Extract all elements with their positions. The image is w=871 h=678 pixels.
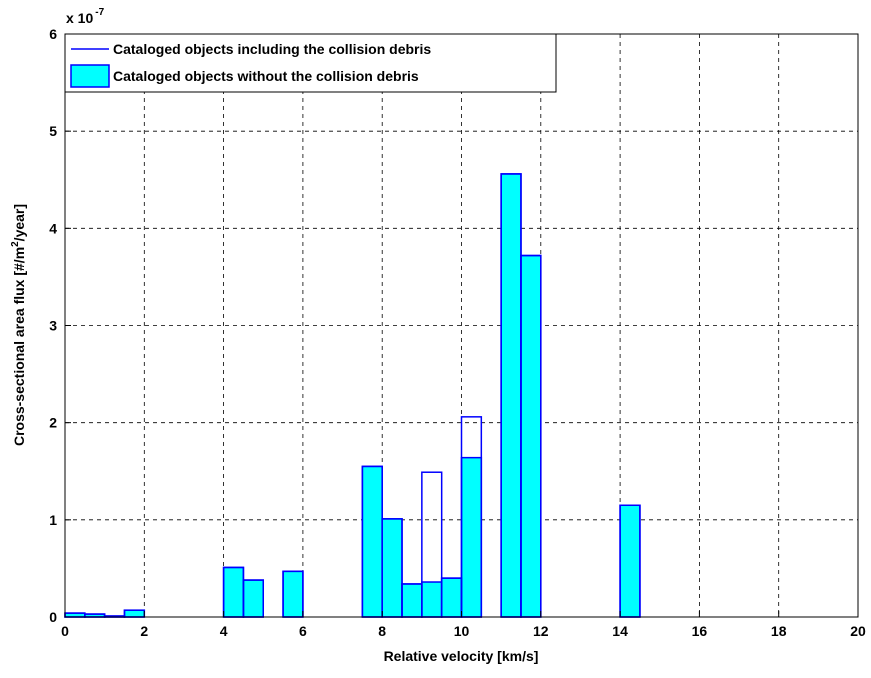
bar [500, 173, 522, 618]
bar [242, 579, 265, 618]
x-axis-label: Relative velocity [km/s] [384, 648, 539, 664]
bar [361, 465, 383, 618]
x-tick-label: 18 [771, 623, 787, 639]
y-tick-label: 1 [49, 512, 57, 528]
x-tick-label: 12 [533, 623, 549, 639]
x-tick-label: 10 [454, 623, 470, 639]
x-tick-label: 0 [61, 623, 69, 639]
legend-box [64, 33, 557, 93]
bar [619, 504, 641, 618]
x-tick-label: 2 [140, 623, 148, 639]
x-tick-label: 4 [220, 623, 228, 639]
bar [460, 456, 483, 618]
bar [282, 570, 304, 618]
y-tick-label: 6 [49, 26, 57, 42]
x-tick-label: 6 [299, 623, 307, 639]
legend-swatch [70, 64, 110, 88]
bar [381, 518, 403, 618]
y-multiplier: x 10 -7 [66, 7, 105, 26]
legend-label: Cataloged objects without the collision … [113, 68, 419, 84]
y-axis-label-sup: 2 [10, 241, 21, 247]
y-tick-label: 5 [49, 123, 57, 139]
bar [401, 583, 423, 618]
bar [222, 566, 245, 618]
bar [123, 609, 146, 618]
bar [440, 577, 463, 618]
y-multiplier-exp: -7 [95, 7, 104, 18]
x-tick-label: 20 [850, 623, 866, 639]
bar [421, 581, 443, 618]
y-axis-label: Cross-sectional area flux [#/m2/year] [10, 204, 27, 446]
y-tick-label: 2 [49, 415, 57, 431]
bar [520, 254, 542, 618]
y-axis-label-part: /year] [11, 204, 27, 241]
x-tick-label: 8 [378, 623, 386, 639]
y-axis-label-part: Cross-sectional area flux [#/m [11, 247, 27, 446]
y-tick-label: 3 [49, 318, 57, 334]
legend-label: Cataloged objects including the collisio… [113, 41, 431, 57]
y-tick-label: 4 [49, 220, 57, 236]
x-tick-label: 16 [692, 623, 708, 639]
x-tick-label: 14 [612, 623, 628, 639]
y-tick-label: 0 [49, 609, 57, 625]
y-multiplier-base: x 10 [66, 10, 93, 26]
